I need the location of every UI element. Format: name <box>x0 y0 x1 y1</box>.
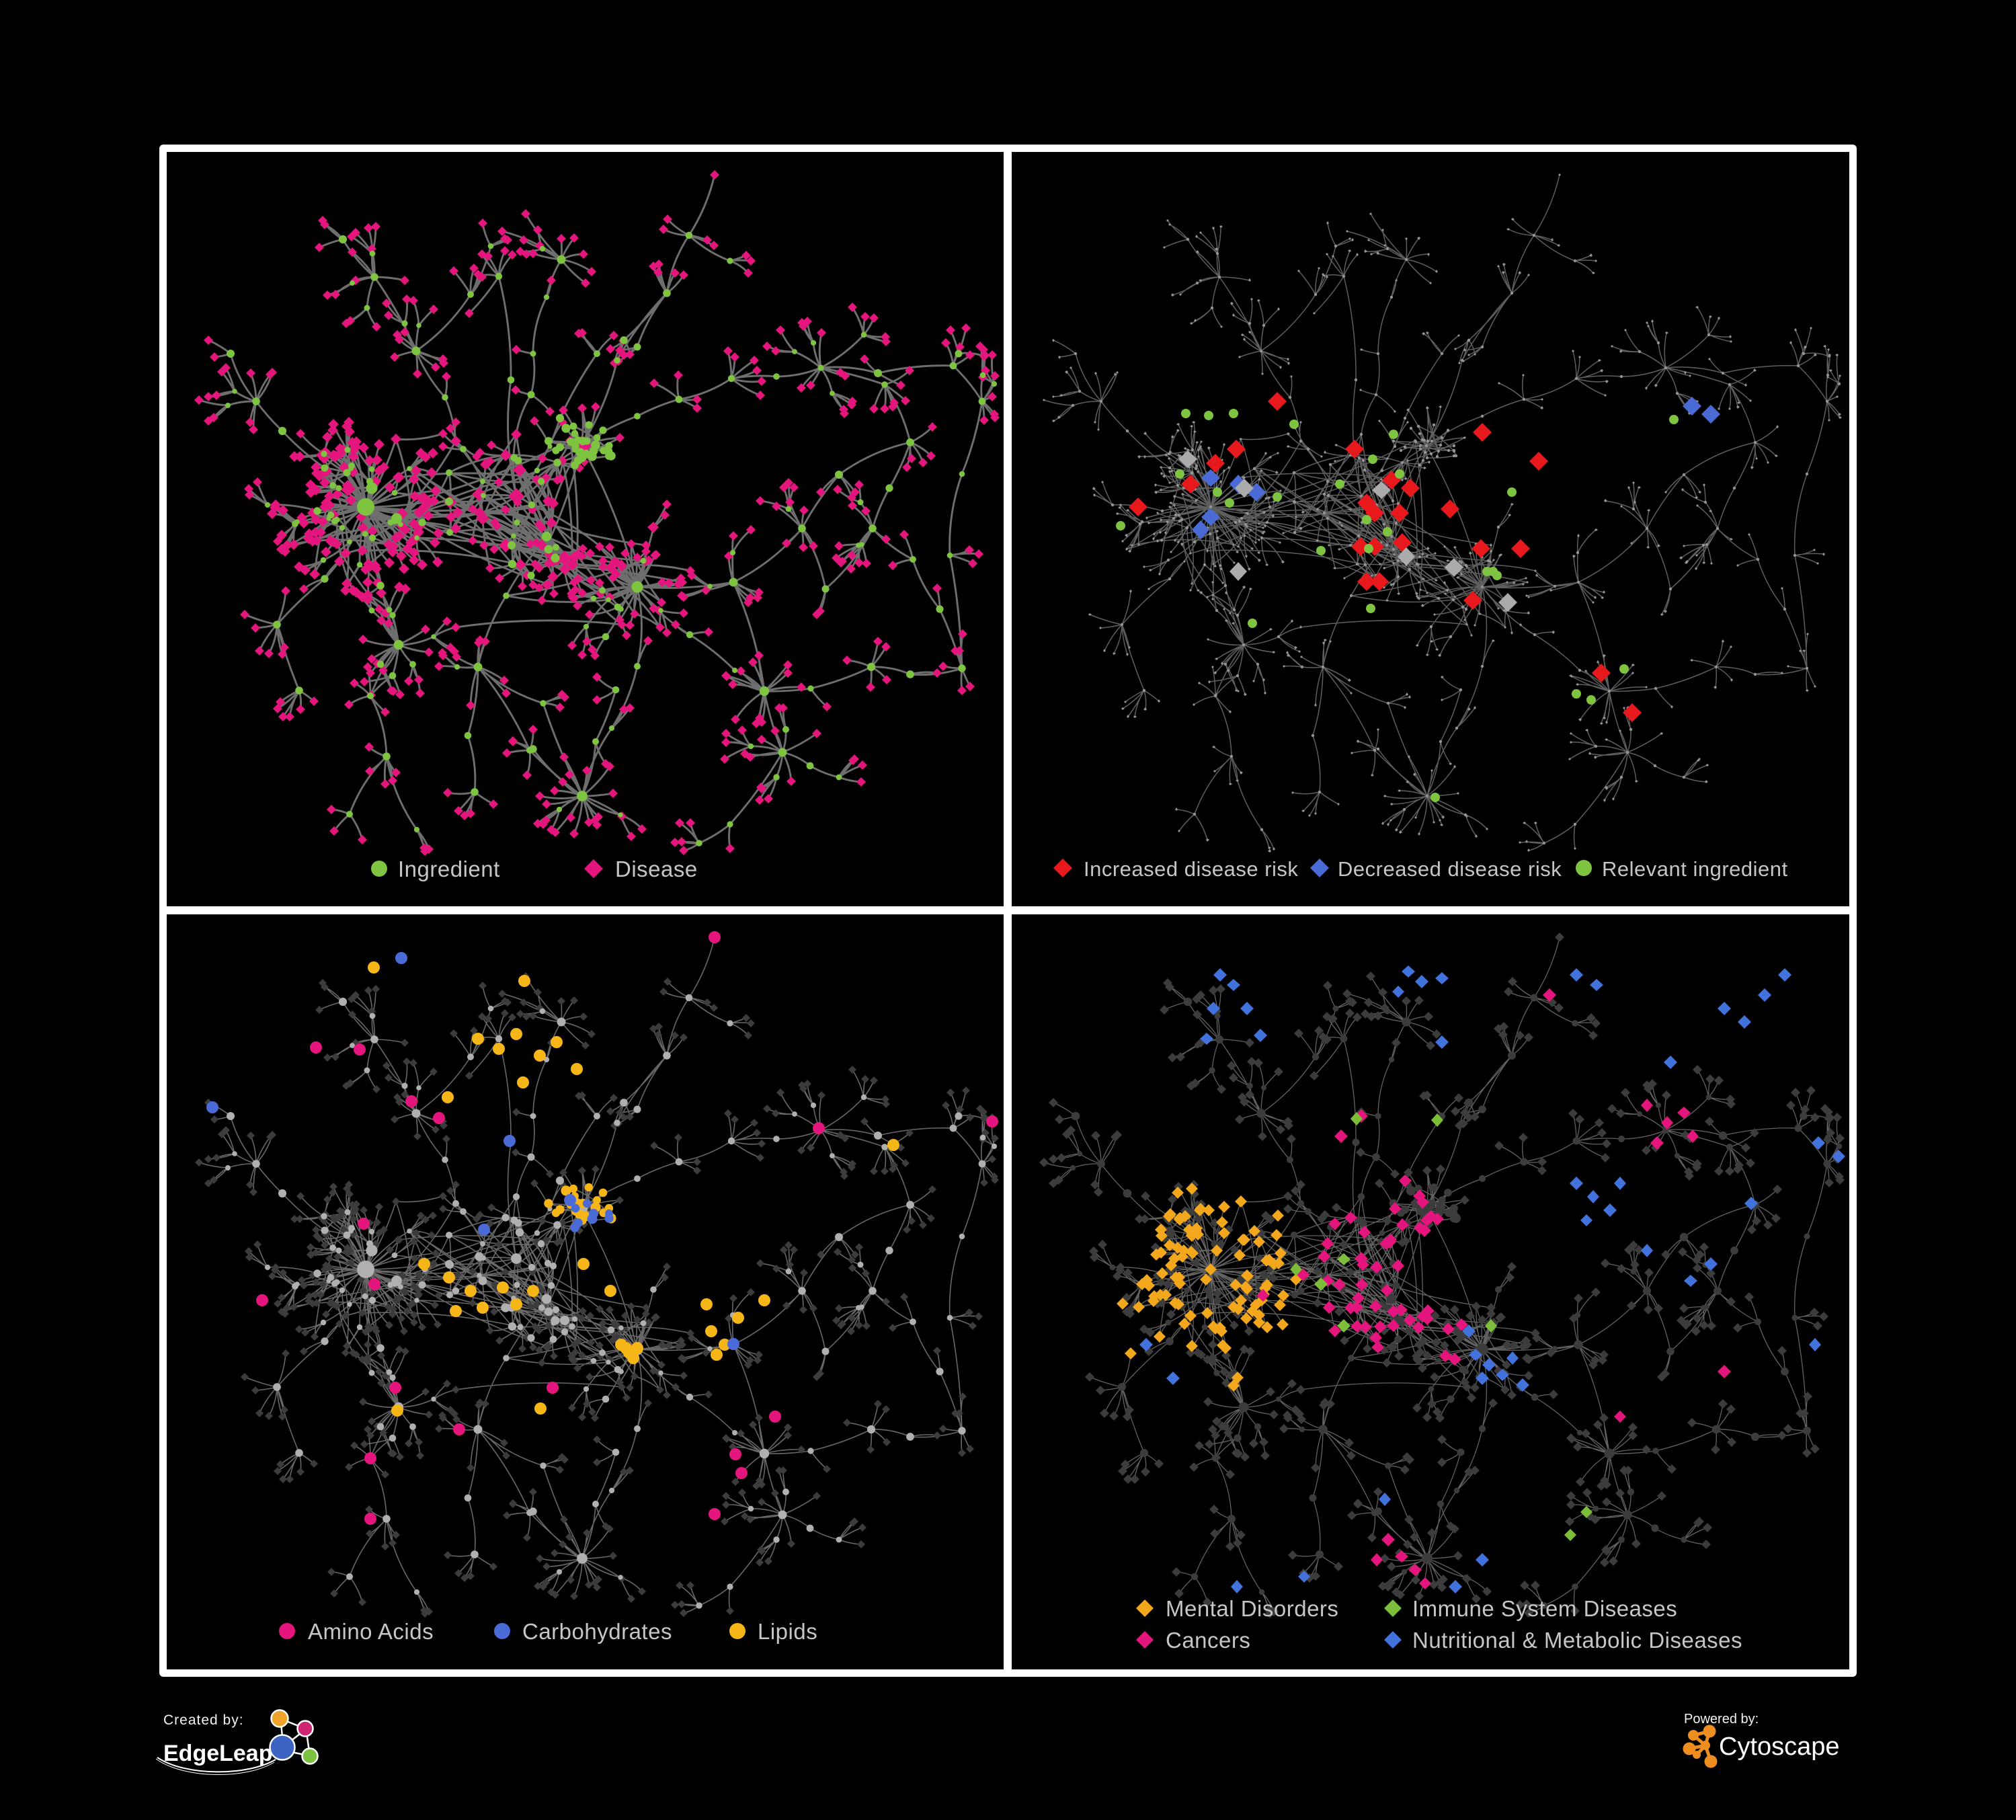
svg-text:Disease: Disease <box>615 857 698 881</box>
svg-text:Mental Disorders: Mental Disorders <box>1166 1596 1338 1621</box>
svg-text:Created by:: Created by: <box>163 1712 244 1728</box>
svg-text:Carbohydrates: Carbohydrates <box>522 1619 672 1644</box>
svg-text:EdgeLeap: EdgeLeap <box>163 1741 272 1766</box>
svg-text:Ingredient: Ingredient <box>398 857 500 881</box>
svg-text:Increased disease risk: Increased disease risk <box>1084 857 1298 881</box>
svg-text:Relevant ingredient: Relevant ingredient <box>1602 857 1788 881</box>
svg-text:Immune System Diseases: Immune System Diseases <box>1412 1596 1677 1621</box>
svg-text:Lipids: Lipids <box>758 1619 817 1644</box>
svg-text:Nutritional & Metabolic Diseas: Nutritional & Metabolic Diseases <box>1412 1628 1742 1653</box>
svg-text:Decreased disease risk: Decreased disease risk <box>1338 857 1562 881</box>
svg-text:Cancers: Cancers <box>1166 1628 1250 1653</box>
svg-text:Powered by:: Powered by: <box>1684 1712 1759 1727</box>
svg-text:Amino Acids: Amino Acids <box>308 1619 434 1644</box>
svg-text:Cytoscape: Cytoscape <box>1719 1733 1840 1761</box>
